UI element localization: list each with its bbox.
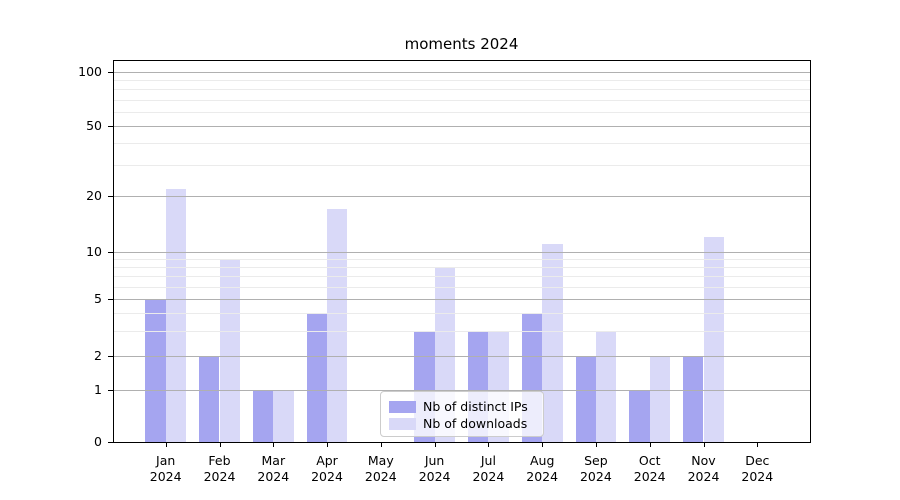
left-spine <box>113 60 114 442</box>
xtick-mark-dec <box>757 442 759 447</box>
xtick-label-month-jul: Jul <box>480 453 496 468</box>
xtick-mark-sep <box>595 442 597 447</box>
xtick-mark-mar <box>273 442 275 447</box>
ips-bar-sep <box>575 355 596 442</box>
legend-swatch-ips <box>389 400 416 413</box>
ytick-label-20: 20 <box>86 188 102 203</box>
ytick-mark-1 <box>108 390 113 391</box>
downloads-bar-mar <box>273 390 294 442</box>
major-gridline-2 <box>113 355 810 357</box>
xtick-label-year-nov: 2024 <box>687 469 720 484</box>
downloads-bar-oct <box>649 355 671 442</box>
ytick-label-50: 50 <box>86 117 102 133</box>
ips-bar-jan <box>145 299 166 442</box>
xtick-label-month-apr: Apr <box>316 453 338 468</box>
xtick-label-month-mar: Mar <box>261 453 286 468</box>
minor-gridline-40 <box>113 142 810 144</box>
xtick-label-year-may: 2024 <box>364 469 397 484</box>
xtick-label-year-oct: 2024 <box>633 469 666 484</box>
xtick-label-month-sep: Sep <box>584 453 608 468</box>
ips-bar-apr <box>306 312 327 442</box>
major-gridline-100 <box>113 71 810 73</box>
ytick-label-1: 1 <box>94 382 102 397</box>
chart-title: moments 2024 <box>404 35 519 53</box>
ytick-label-2: 2 <box>94 347 102 363</box>
legend-row-downloads: Nb of downloads <box>389 415 535 432</box>
legend-swatch-downloads <box>389 417 416 430</box>
ytick-mark-50 <box>108 125 113 127</box>
ips-bar-feb <box>199 355 220 442</box>
xtick-label-month-oct: Oct <box>638 453 661 468</box>
xtick-label-year-aug: 2024 <box>526 469 559 484</box>
xtick-label-year-mar: 2024 <box>257 469 290 484</box>
xtick-label-month-dec: Dec <box>745 453 770 468</box>
major-gridline-20 <box>113 196 810 197</box>
xtick-mark-jun <box>434 442 436 447</box>
xtick-label-year-sep: 2024 <box>579 469 612 484</box>
major-gridline-5 <box>113 299 810 300</box>
top-spine <box>113 60 810 61</box>
xtick-mark-nov <box>703 442 705 447</box>
xtick-label-month-aug: Aug <box>529 453 555 468</box>
xtick-label-year-apr: 2024 <box>311 469 343 484</box>
ytick-label-100: 100 <box>78 63 102 79</box>
downloads-bar-jan <box>165 188 187 442</box>
xtick-label-year-jul: 2024 <box>472 469 505 484</box>
xtick-label-year-feb: 2024 <box>203 469 236 484</box>
minor-gridline-7 <box>113 276 810 277</box>
minor-gridline-4 <box>113 312 810 314</box>
xtick-mark-oct <box>649 442 651 447</box>
ytick-label-0: 0 <box>94 434 102 449</box>
xtick-label-month-may: May <box>367 453 394 468</box>
xtick-label-year-jun: 2024 <box>418 469 451 484</box>
minor-gridline-6 <box>113 286 810 288</box>
minor-gridline-9 <box>113 258 810 260</box>
xtick-label-month-jan: Jan <box>156 453 176 468</box>
ytick-mark-5 <box>108 299 113 300</box>
ytick-mark-100 <box>108 71 113 73</box>
legend-label-downloads: Nb of downloads <box>423 416 528 431</box>
downloads-bar-sep <box>595 330 617 442</box>
xtick-label-year-jan: 2024 <box>149 469 182 484</box>
downloads-bar-aug <box>542 244 563 442</box>
legend: Nb of distinct IPs Nb of downloads <box>380 391 544 437</box>
minor-gridline-80 <box>113 89 810 91</box>
xtick-mark-apr <box>327 442 328 447</box>
ytick-mark-20 <box>108 196 113 197</box>
downloads-bar-feb <box>219 258 240 442</box>
ytick-mark-0 <box>108 442 113 443</box>
legend-label-ips: Nb of distinct IPs <box>423 399 528 414</box>
xtick-mark-aug <box>542 442 544 447</box>
minor-gridline-70 <box>113 99 810 101</box>
bottom-spine <box>113 442 811 443</box>
legend-row-ips: Nb of distinct IPs <box>389 398 535 415</box>
minor-gridline-30 <box>113 164 810 166</box>
minor-gridline-60 <box>113 111 810 113</box>
minor-gridline-90 <box>113 79 810 81</box>
ytick-mark-2 <box>108 355 113 357</box>
ips-bar-oct <box>629 390 650 442</box>
minor-gridline-8 <box>113 266 810 268</box>
major-gridline-50 <box>113 125 810 127</box>
major-gridline-1 <box>113 390 810 391</box>
xtick-mark-jul <box>488 442 490 447</box>
xtick-label-year-dec: 2024 <box>741 469 774 484</box>
major-gridline-10 <box>113 251 810 253</box>
right-spine <box>810 60 811 443</box>
xtick-mark-may <box>380 442 382 447</box>
ips-bar-mar <box>252 390 274 442</box>
ytick-mark-10 <box>108 251 113 253</box>
xtick-mark-feb <box>219 442 221 447</box>
minor-gridline-3 <box>113 330 810 332</box>
ytick-label-10: 10 <box>86 243 102 259</box>
xtick-label-month-jun: Jun <box>424 453 445 468</box>
downloads-bar-apr <box>327 209 348 442</box>
xtick-mark-jan <box>165 442 167 447</box>
ytick-label-5: 5 <box>94 291 102 306</box>
xtick-label-month-nov: Nov <box>691 453 716 468</box>
xtick-label-month-feb: Feb <box>208 453 231 468</box>
ips-bar-nov <box>683 355 704 442</box>
